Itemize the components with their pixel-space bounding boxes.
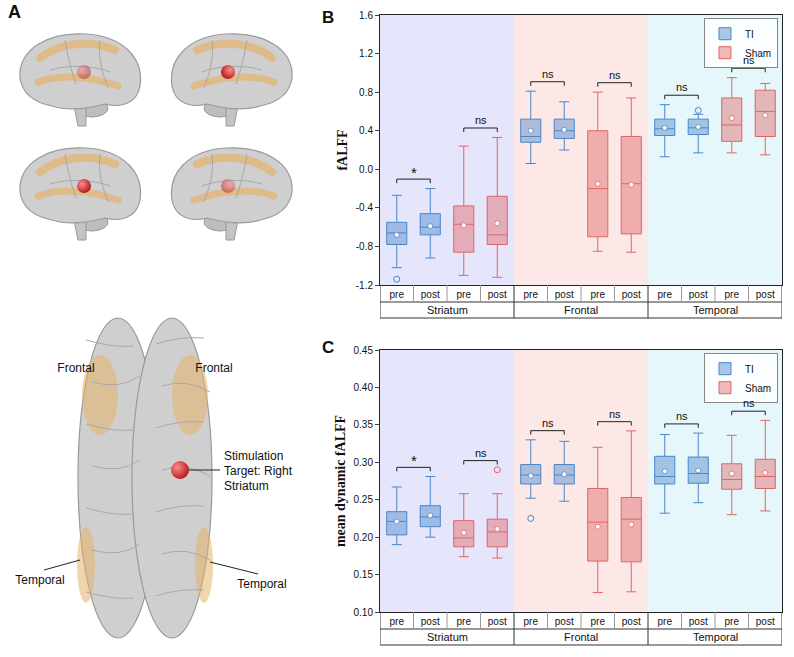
- svg-text:Temporal: Temporal: [237, 577, 286, 591]
- svg-text:Sham: Sham: [745, 48, 771, 59]
- svg-text:post: post: [689, 616, 708, 627]
- svg-text:0.35: 0.35: [354, 419, 374, 430]
- svg-text:0.45: 0.45: [354, 345, 374, 356]
- svg-text:ns: ns: [676, 81, 688, 93]
- svg-text:0.30: 0.30: [354, 457, 374, 468]
- svg-text:pre: pre: [457, 289, 472, 300]
- svg-text:ns: ns: [609, 408, 621, 420]
- svg-text:*: *: [411, 452, 417, 469]
- svg-text:pre: pre: [457, 616, 472, 627]
- svg-text:pre: pre: [725, 616, 740, 627]
- svg-text:post: post: [488, 289, 507, 300]
- svg-text:pre: pre: [658, 289, 673, 300]
- svg-text:post: post: [756, 616, 775, 627]
- svg-text:TI: TI: [745, 29, 754, 40]
- svg-text:Stimulation: Stimulation: [224, 449, 283, 463]
- svg-text:fALFF: fALFF: [335, 129, 350, 170]
- svg-text:pre: pre: [524, 289, 539, 300]
- svg-text:pre: pre: [591, 616, 606, 627]
- svg-text:Striatum: Striatum: [427, 304, 468, 316]
- svg-text:pre: pre: [390, 289, 405, 300]
- svg-text:Striatum: Striatum: [224, 479, 269, 493]
- svg-text:mean dynamic fALFF: mean dynamic fALFF: [333, 415, 348, 547]
- svg-text:Frontal: Frontal: [195, 361, 232, 375]
- svg-text:ns: ns: [475, 447, 487, 459]
- svg-text:post: post: [555, 289, 574, 300]
- svg-text:TI: TI: [745, 364, 754, 375]
- svg-text:0.0: 0.0: [359, 164, 373, 175]
- svg-text:0.15: 0.15: [354, 569, 374, 580]
- svg-text:B: B: [322, 8, 334, 27]
- svg-text:0.8: 0.8: [359, 87, 373, 98]
- svg-text:ns: ns: [743, 397, 755, 409]
- svg-text:post: post: [555, 616, 574, 627]
- svg-text:post: post: [488, 616, 507, 627]
- svg-text:ns: ns: [609, 69, 621, 81]
- svg-text:ns: ns: [475, 114, 487, 126]
- svg-text:post: post: [756, 289, 775, 300]
- svg-text:1.2: 1.2: [359, 48, 373, 59]
- svg-text:-0.8: -0.8: [356, 241, 374, 252]
- svg-text:0.4: 0.4: [359, 125, 373, 136]
- svg-text:Temporal: Temporal: [15, 573, 64, 587]
- svg-text:post: post: [689, 289, 708, 300]
- svg-text:ns: ns: [743, 54, 755, 66]
- svg-text:0.40: 0.40: [354, 382, 374, 393]
- svg-text:A: A: [8, 2, 21, 22]
- svg-text:0.10: 0.10: [354, 607, 374, 618]
- svg-text:0.25: 0.25: [354, 494, 374, 505]
- svg-text:ns: ns: [542, 68, 554, 80]
- svg-text:-0.4: -0.4: [356, 202, 374, 213]
- svg-text:0.20: 0.20: [354, 532, 374, 543]
- svg-text:post: post: [622, 289, 641, 300]
- svg-text:pre: pre: [524, 616, 539, 627]
- svg-text:ns: ns: [542, 417, 554, 429]
- svg-text:Frontal: Frontal: [564, 304, 598, 316]
- svg-text:C: C: [322, 338, 334, 357]
- svg-text:*: *: [411, 164, 417, 181]
- svg-text:Striatum: Striatum: [427, 631, 468, 643]
- svg-text:pre: pre: [591, 289, 606, 300]
- svg-text:-1.2: -1.2: [356, 280, 374, 291]
- svg-text:Sham: Sham: [745, 383, 771, 394]
- svg-text:Temporal: Temporal: [693, 304, 738, 316]
- svg-text:Temporal: Temporal: [693, 631, 738, 643]
- svg-text:1.6: 1.6: [359, 10, 373, 21]
- svg-text:ns: ns: [676, 410, 688, 422]
- svg-text:Frontal: Frontal: [564, 631, 598, 643]
- svg-text:Target: Right: Target: Right: [224, 464, 293, 478]
- svg-text:pre: pre: [658, 616, 673, 627]
- svg-text:post: post: [622, 616, 641, 627]
- svg-text:post: post: [421, 616, 440, 627]
- svg-text:Frontal: Frontal: [57, 361, 94, 375]
- svg-text:pre: pre: [725, 289, 740, 300]
- svg-text:pre: pre: [390, 616, 405, 627]
- svg-text:post: post: [421, 289, 440, 300]
